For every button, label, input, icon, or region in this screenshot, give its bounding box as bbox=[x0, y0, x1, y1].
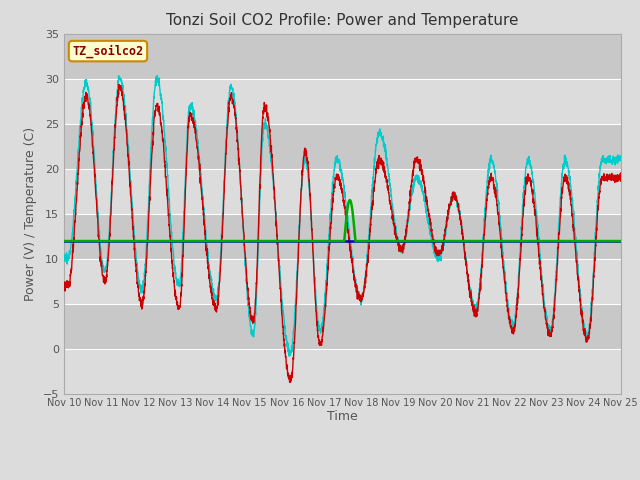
Bar bbox=[64, 259, 621, 303]
Y-axis label: Power (V) / Temperature (C): Power (V) / Temperature (C) bbox=[24, 127, 37, 300]
Bar bbox=[64, 214, 621, 259]
Text: TZ_soilco2: TZ_soilco2 bbox=[72, 44, 143, 58]
Bar bbox=[64, 168, 621, 214]
X-axis label: Time: Time bbox=[327, 410, 358, 423]
Bar bbox=[64, 79, 621, 123]
Title: Tonzi Soil CO2 Profile: Power and Temperature: Tonzi Soil CO2 Profile: Power and Temper… bbox=[166, 13, 518, 28]
Bar bbox=[64, 303, 621, 348]
Bar bbox=[64, 348, 621, 394]
Bar bbox=[64, 34, 621, 79]
Bar bbox=[64, 123, 621, 168]
Legend: CR23X Temperature, CR23X Voltage, CR10X Voltage, CR10X Temperature: CR23X Temperature, CR23X Voltage, CR10X … bbox=[75, 477, 610, 480]
